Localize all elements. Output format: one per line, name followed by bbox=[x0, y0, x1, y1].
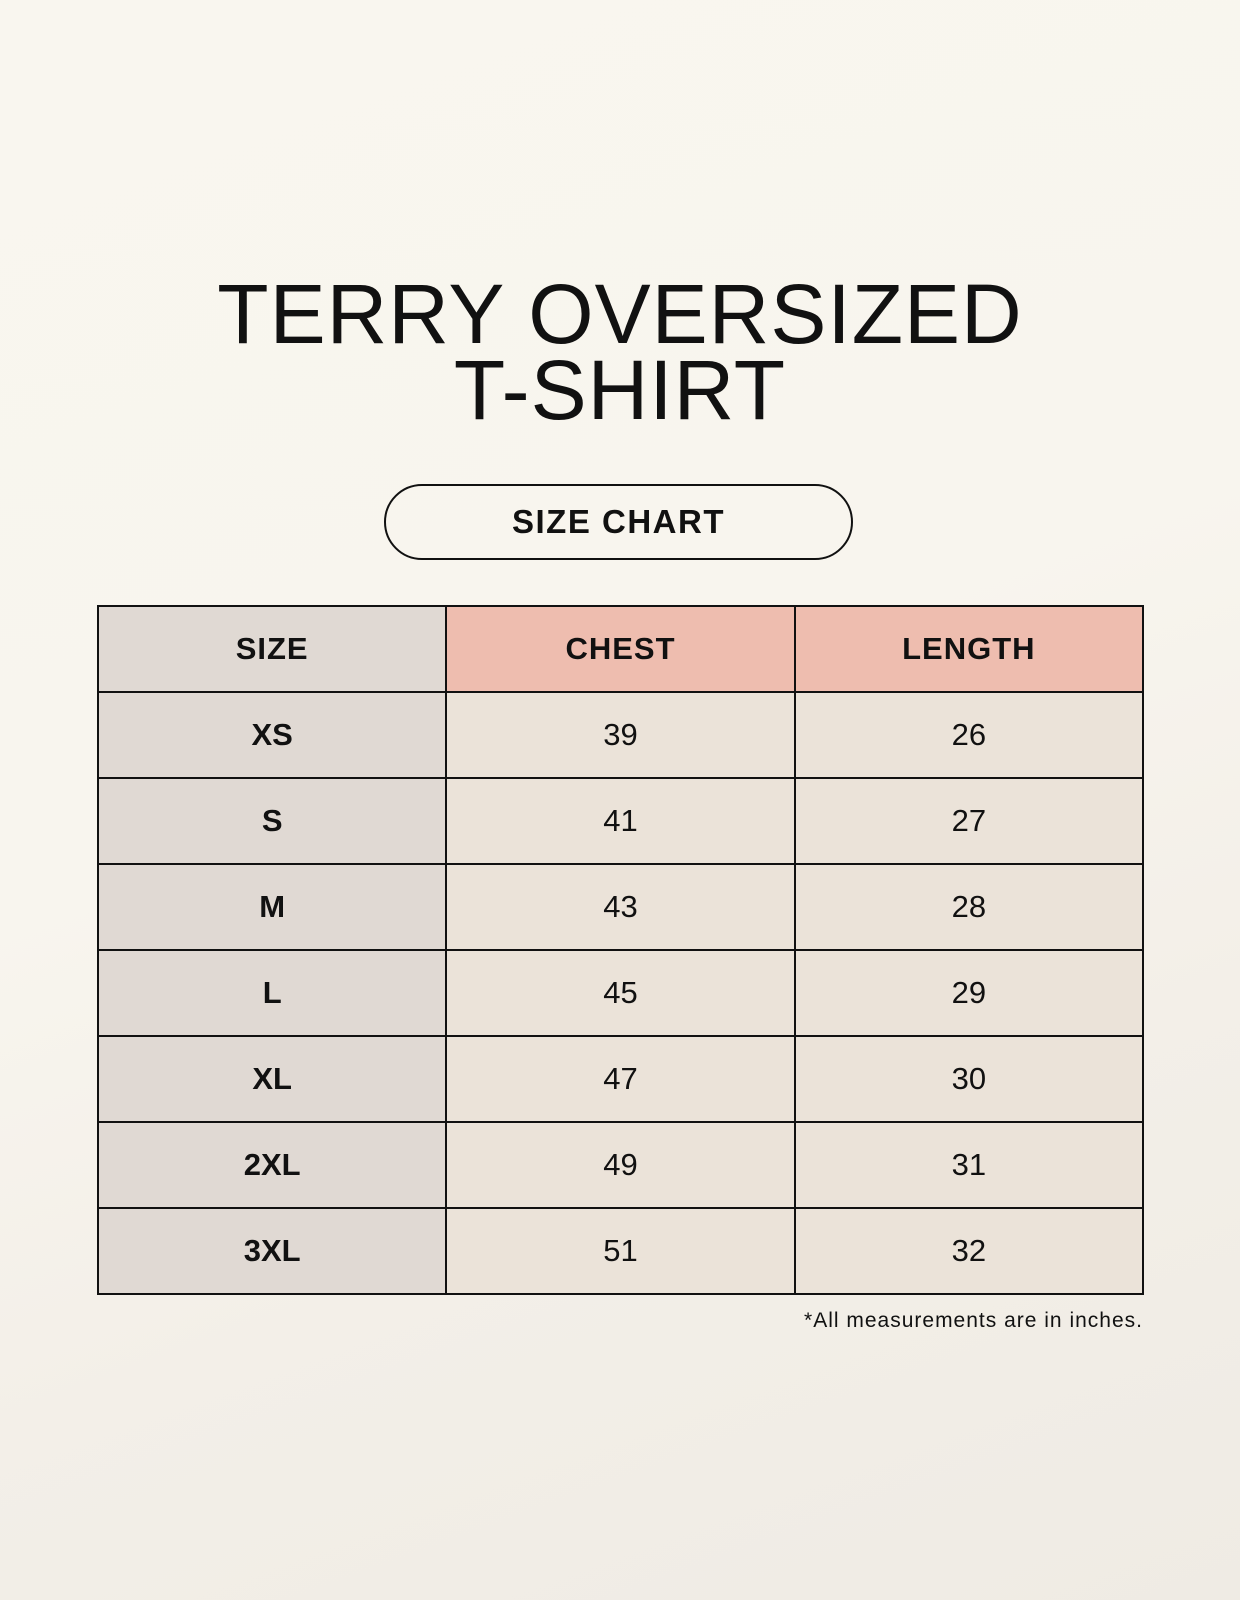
header-chest: CHEST bbox=[445, 605, 796, 693]
length-cell: 29 bbox=[793, 949, 1145, 1037]
length-cell: 30 bbox=[793, 1035, 1145, 1123]
length-cell: 28 bbox=[793, 863, 1145, 951]
chest-cell: 39 bbox=[445, 691, 796, 779]
length-cell: 27 bbox=[793, 777, 1145, 865]
size-cell: XS bbox=[96, 691, 448, 779]
chest-cell: 49 bbox=[445, 1121, 796, 1209]
chest-cell: 47 bbox=[445, 1035, 796, 1123]
length-cell: 32 bbox=[793, 1207, 1145, 1295]
size-cell: L bbox=[96, 949, 448, 1037]
chest-cell: 43 bbox=[445, 863, 796, 951]
measurement-note: *All measurements are in inches. bbox=[804, 1309, 1143, 1332]
table-row: M 43 28 bbox=[96, 863, 1145, 951]
size-cell: 2XL bbox=[96, 1121, 448, 1209]
header-size: SIZE bbox=[96, 605, 448, 693]
header-length: LENGTH bbox=[793, 605, 1145, 693]
chest-cell: 41 bbox=[445, 777, 796, 865]
table-header-row: SIZE CHEST LENGTH bbox=[96, 605, 1145, 693]
title-line-1: TERRY OVERSIZED bbox=[217, 267, 1023, 361]
chest-cell: 51 bbox=[445, 1207, 796, 1295]
page-title: TERRY OVERSIZED T-SHIRT bbox=[0, 267, 1240, 437]
length-cell: 26 bbox=[793, 691, 1145, 779]
table-row: 2XL 49 31 bbox=[96, 1121, 1145, 1209]
title-line-2: T-SHIRT bbox=[453, 343, 787, 437]
size-cell: XL bbox=[96, 1035, 448, 1123]
length-cell: 31 bbox=[793, 1121, 1145, 1209]
size-table: SIZE CHEST LENGTH XS 39 26 S 41 27 M 43 28 L 45 29 X… bbox=[96, 605, 1145, 1295]
table-row: L 45 29 bbox=[96, 949, 1145, 1037]
table-row: XL 47 30 bbox=[96, 1035, 1145, 1123]
size-cell: M bbox=[96, 863, 448, 951]
chest-cell: 45 bbox=[445, 949, 796, 1037]
size-cell: S bbox=[96, 777, 448, 865]
table-row: S 41 27 bbox=[96, 777, 1145, 865]
size-cell: 3XL bbox=[96, 1207, 448, 1295]
table-row: XS 39 26 bbox=[96, 691, 1145, 779]
size-chart-badge: SIZE CHART bbox=[384, 484, 853, 560]
table-row: 3XL 51 32 bbox=[96, 1207, 1145, 1295]
